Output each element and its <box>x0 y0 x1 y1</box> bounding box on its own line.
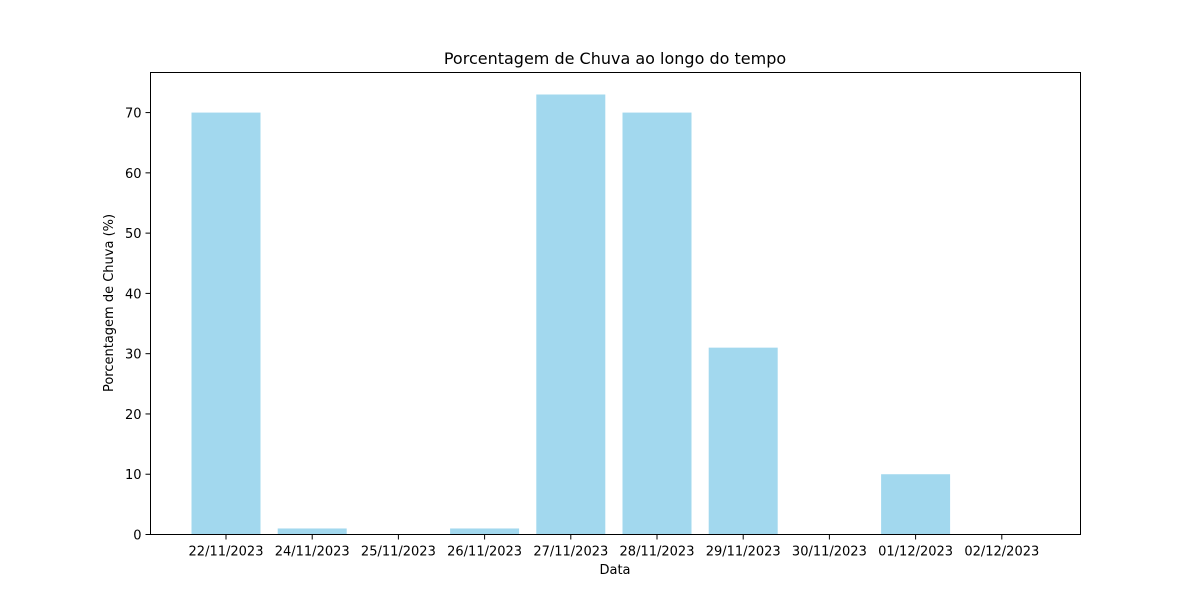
bars-layer <box>191 94 951 535</box>
bar-28/11/2023 <box>622 112 692 535</box>
chart-title: Porcentagem de Chuva ao longo do tempo <box>444 49 786 68</box>
x-tick-label: 27/11/2023 <box>533 545 608 560</box>
y-tick-label: 10 <box>125 468 142 483</box>
x-tick-label: 25/11/2023 <box>361 545 436 560</box>
bar-22/11/2023 <box>191 112 261 535</box>
x-tick-label: 28/11/2023 <box>620 545 695 560</box>
plot-area-frame <box>150 72 1081 535</box>
y-tick-label: 70 <box>125 107 142 122</box>
bar-24/11/2023 <box>277 528 347 535</box>
x-tick-label: 02/12/2023 <box>964 545 1039 560</box>
bar-27/11/2023 <box>536 94 606 535</box>
x-tick-label: 26/11/2023 <box>447 545 522 560</box>
y-tick-label: 20 <box>125 408 142 423</box>
y-tick-label: 0 <box>133 529 141 544</box>
x-tick-label: 29/11/2023 <box>706 545 781 560</box>
y-tick-label: 40 <box>125 287 142 302</box>
x-axis-label: Data <box>599 563 630 578</box>
bar-01/12/2023 <box>881 474 951 535</box>
y-axis-label: Porcentagem de Chuva (%) <box>102 214 117 392</box>
y-axis-ticks: 0 10 20 30 40 50 60 70 <box>125 107 151 544</box>
y-tick-label: 50 <box>125 227 142 242</box>
x-tick-label: 30/11/2023 <box>792 545 867 560</box>
bar-26/11/2023 <box>450 528 520 535</box>
y-tick-label: 30 <box>125 348 142 363</box>
x-tick-label: 01/12/2023 <box>878 545 953 560</box>
y-tick-label: 60 <box>125 167 142 182</box>
x-axis-ticks: 22/11/2023 24/11/2023 25/11/2023 26/11/2023… <box>189 534 1039 560</box>
bar-29/11/2023 <box>708 347 778 535</box>
x-tick-label: 24/11/2023 <box>275 545 350 560</box>
x-tick-label: 22/11/2023 <box>189 545 264 560</box>
